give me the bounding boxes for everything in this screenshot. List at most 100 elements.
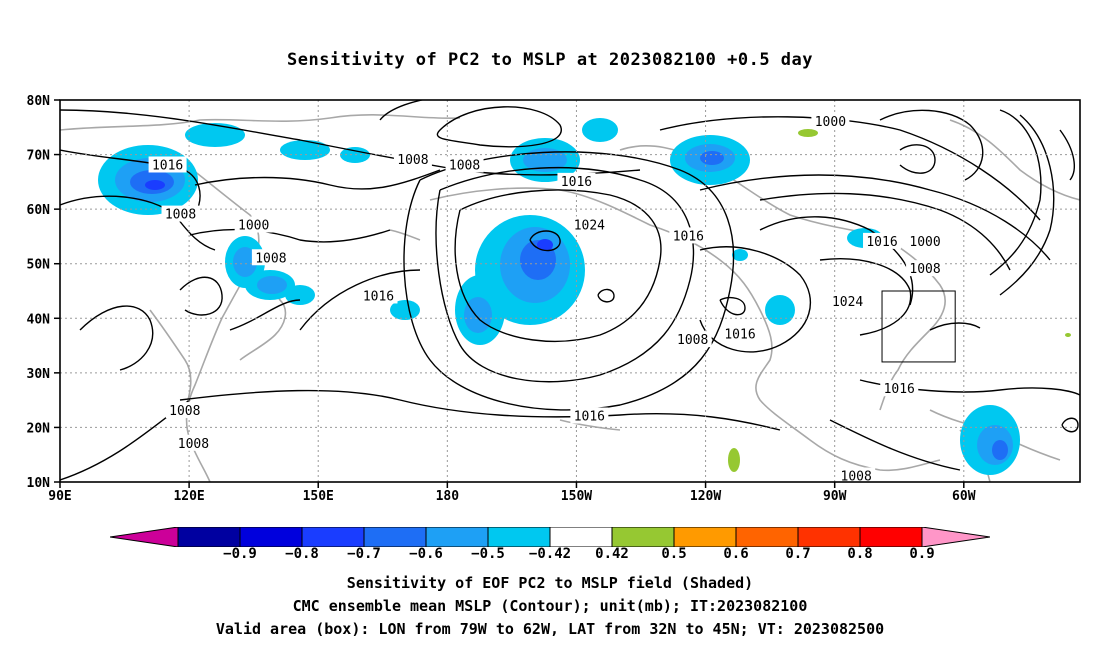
colorbar-segment bbox=[735, 527, 799, 547]
contour-label: 1008 bbox=[449, 158, 480, 173]
contour-label: 1008 bbox=[178, 437, 209, 452]
contour-label: 1008 bbox=[677, 333, 708, 348]
colorbar-segment bbox=[425, 527, 489, 547]
colorbar-tick-label: −0.5 bbox=[471, 546, 505, 562]
contour-label-background bbox=[669, 227, 708, 244]
longitude-tick-label: 60W bbox=[952, 489, 976, 504]
latitude-axis: 80N 70N 60N 50N 40N 30N 20N 10N bbox=[27, 94, 60, 491]
colorbar-segment bbox=[239, 527, 303, 547]
contour-label-background bbox=[174, 434, 213, 451]
colorbar-segment bbox=[859, 527, 923, 547]
latitude-tick-label: 40N bbox=[27, 312, 51, 327]
colorbar bbox=[110, 527, 990, 547]
caption-valid-area: Valid area (box): LON from 79W to 62W, L… bbox=[215, 620, 885, 638]
contour-label-background bbox=[570, 407, 609, 424]
longitude-tick-label: 150W bbox=[561, 489, 592, 504]
latitude-tick-label: 50N bbox=[27, 258, 51, 273]
contour-label-background bbox=[359, 287, 398, 304]
contour-label-background bbox=[445, 156, 484, 173]
contour-label: 1000 bbox=[909, 235, 940, 250]
contour-label-background bbox=[234, 216, 273, 233]
longitude-tick-label: 180 bbox=[436, 489, 460, 504]
contour-label-background bbox=[557, 172, 596, 189]
colorbar-segment bbox=[301, 527, 365, 547]
contour-label-background bbox=[570, 216, 609, 233]
contour-label-background bbox=[393, 151, 432, 168]
contour-label: 1024 bbox=[574, 219, 605, 234]
colorbar-tick-label: 0.5 bbox=[661, 546, 687, 562]
latitude-tick-label: 10N bbox=[27, 476, 51, 491]
latitude-tick-label: 60N bbox=[27, 203, 51, 218]
contour-label-background bbox=[906, 260, 945, 277]
colorbar-tick-label: −0.42 bbox=[528, 546, 572, 562]
longitude-tick-label: 120E bbox=[173, 489, 204, 504]
contour-label: 1016 bbox=[724, 328, 755, 343]
colorbar-tick-label: 0.6 bbox=[723, 546, 749, 562]
colorbar-segment bbox=[487, 527, 551, 547]
contour-label: 1000 bbox=[815, 115, 846, 130]
map-frame bbox=[59, 99, 1081, 483]
latitude-tick-label: 70N bbox=[27, 149, 51, 164]
contour-label-background bbox=[837, 467, 876, 484]
contour-label: 1008 bbox=[397, 153, 428, 168]
longitude-axis: 90E 120E 150E 180 150W 120W 90W 60W bbox=[48, 482, 976, 504]
plot-title: Sensitivity of PC2 to MSLP at 2023082100… bbox=[286, 50, 813, 70]
longitude-tick-label: 120W bbox=[690, 489, 721, 504]
latitude-tick-label: 30N bbox=[27, 367, 51, 382]
contour-label: 1024 bbox=[832, 295, 863, 310]
contour-label-background bbox=[811, 112, 850, 129]
latitude-tick-label: 20N bbox=[27, 421, 51, 436]
contour-label: 1008 bbox=[841, 470, 872, 485]
colorbar-tick-label: 0.7 bbox=[785, 546, 811, 562]
colorbar-tick-label: −0.6 bbox=[409, 546, 443, 562]
mslp-contours bbox=[60, 100, 1080, 481]
contour-label: 1016 bbox=[673, 229, 704, 244]
colorbar-segment bbox=[363, 527, 427, 547]
contour-label: 1016 bbox=[152, 158, 183, 173]
contour-label-background bbox=[165, 402, 204, 419]
latitude-tick-label: 80N bbox=[27, 94, 51, 109]
colorbar-tick-label: 0.8 bbox=[847, 546, 873, 562]
contour-label-background bbox=[880, 380, 919, 397]
contour-label-background bbox=[906, 232, 945, 249]
contour-label-background bbox=[161, 205, 200, 222]
colorbar-tick-label: −0.7 bbox=[347, 546, 381, 562]
colorbar-tick-label: 0.42 bbox=[595, 546, 629, 562]
map-panel: 1016 1008 1008 1008 1016 1000 1000 1008 1016 1024… bbox=[27, 94, 1081, 504]
colorbar-segment bbox=[673, 527, 737, 547]
contour-label-background bbox=[251, 249, 290, 266]
contour-label-background bbox=[828, 292, 867, 309]
contour-label-background bbox=[673, 331, 712, 348]
contour-label: 1008 bbox=[909, 262, 940, 277]
colorbar-high-extension bbox=[921, 527, 990, 547]
valid-area-box bbox=[881, 290, 956, 363]
colorbar-segment bbox=[549, 527, 613, 547]
contour-label: 1008 bbox=[165, 208, 196, 223]
longitude-tick-label: 90W bbox=[823, 489, 847, 504]
colorbar-tick-label: 0.9 bbox=[909, 546, 935, 562]
colorbar-low-extension bbox=[110, 527, 179, 547]
contour-labels: 1016 1008 1008 1008 1016 1000 1000 1008 1016 1024… bbox=[148, 112, 945, 485]
caption-shading: Sensitivity of EOF PC2 to MSLP field (Sh… bbox=[346, 574, 754, 592]
colorbar-tick-label: −0.8 bbox=[285, 546, 319, 562]
contour-label: 1016 bbox=[884, 382, 915, 397]
contour-label: 1016 bbox=[574, 410, 605, 425]
contour-label-background bbox=[721, 325, 759, 342]
contour-label-background bbox=[148, 156, 187, 173]
contour-label: 1000 bbox=[238, 219, 269, 234]
contour-label: 1016 bbox=[363, 289, 394, 304]
longitude-tick-label: 150E bbox=[303, 489, 334, 504]
coastlines bbox=[60, 114, 1080, 482]
contour-label-background bbox=[863, 232, 902, 249]
colorbar-segment bbox=[611, 527, 675, 547]
colorbar-labels: −0.9 −0.8 −0.7 −0.6 −0.5 −0.42 0.42 0.5 0.6 0.7 0.… bbox=[0, 546, 1100, 564]
contour-label: 1016 bbox=[561, 175, 592, 190]
colorbar-segment bbox=[177, 527, 241, 547]
longitude-tick-label: 90E bbox=[48, 489, 71, 504]
colorbar-segment bbox=[797, 527, 861, 547]
colorbar-tick-label: −0.9 bbox=[223, 546, 257, 562]
caption-contour: CMC ensemble mean MSLP (Contour); unit(m… bbox=[292, 597, 808, 615]
contour-label: 1008 bbox=[169, 404, 200, 419]
contour-label: 1008 bbox=[255, 251, 286, 266]
contour-label: 1016 bbox=[866, 235, 897, 250]
